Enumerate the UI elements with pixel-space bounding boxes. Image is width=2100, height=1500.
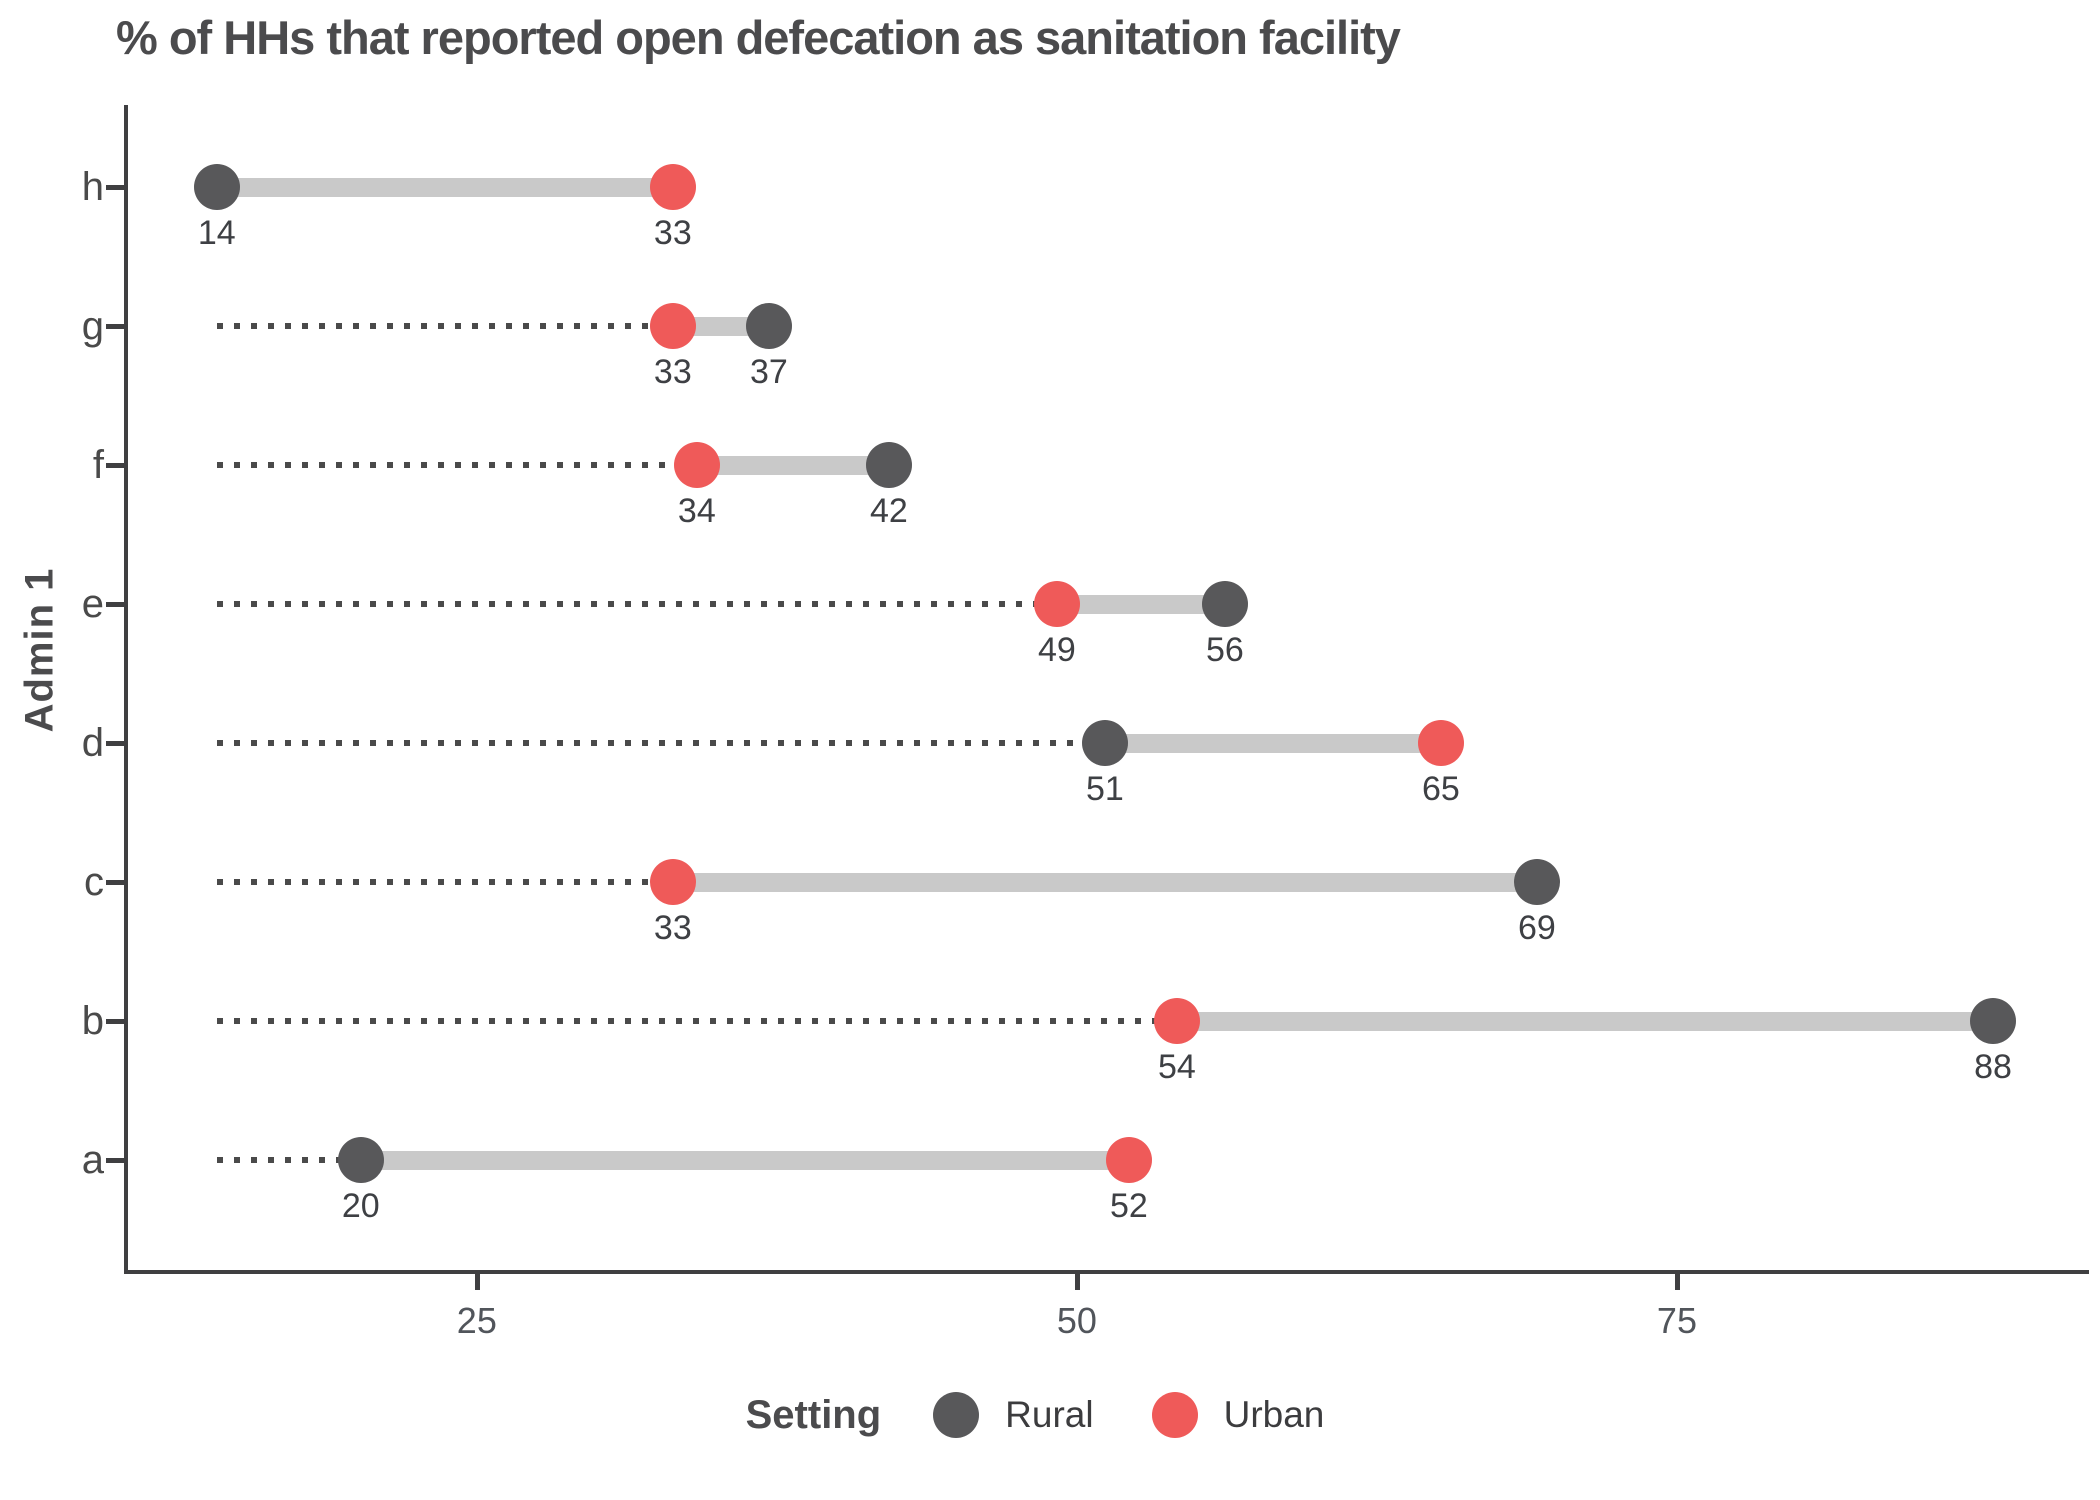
rural-dot <box>865 442 912 488</box>
dumbbell-connector <box>1104 734 1441 753</box>
leader-line <box>216 462 687 468</box>
leader-line <box>216 1157 351 1163</box>
urban-value-label: 33 <box>653 909 692 947</box>
urban-value-label: 33 <box>653 353 692 391</box>
rural-value-label: 37 <box>749 353 788 391</box>
rural-dot <box>193 164 240 210</box>
rural-dot <box>1969 998 2016 1044</box>
rural-value-label: 51 <box>1085 770 1124 808</box>
rural-value-label: 42 <box>869 492 908 530</box>
leader-line <box>216 1018 1167 1024</box>
y-tick-mark <box>106 185 124 190</box>
dumbbell-connector <box>216 178 673 197</box>
urban-value-label: 65 <box>1422 770 1460 808</box>
legend-label-rural: Rural <box>1005 1394 1094 1435</box>
chart-title: % of HHs that reported open defecation a… <box>116 11 1401 64</box>
urban-dot <box>1417 720 1464 766</box>
y-tick-mark <box>106 324 124 329</box>
rural-value-label: 20 <box>341 1187 380 1225</box>
urban-value-label: 54 <box>1157 1048 1196 1086</box>
y-tick-mark <box>106 880 124 885</box>
y-tick-mark <box>106 602 124 607</box>
rural-dot <box>1513 859 1560 905</box>
y-axis-label-c: c <box>84 860 104 904</box>
urban-dot <box>673 442 720 488</box>
legend-item-urban: Urban <box>1151 1392 1325 1438</box>
urban-dot <box>1153 998 1200 1044</box>
urban-dot <box>1105 1137 1152 1183</box>
rural-legend-dot-icon <box>933 1392 980 1438</box>
rural-dot <box>337 1137 384 1183</box>
urban-value-label: 52 <box>1109 1187 1148 1225</box>
dumbbell-connector <box>1176 1012 1993 1031</box>
x-tick-mark <box>1674 1274 1680 1290</box>
y-axis-label-a: a <box>81 1138 104 1182</box>
y-axis-label-h: h <box>81 165 104 209</box>
rural-dot <box>745 303 792 349</box>
x-tick-label: 50 <box>1056 1300 1097 1341</box>
urban-dot <box>1033 581 1080 627</box>
dumbbell-connector <box>672 873 1537 892</box>
dumbbell-connector <box>672 317 769 336</box>
x-tick-mark <box>1074 1274 1080 1290</box>
y-axis-label-f: f <box>92 443 104 487</box>
y-axis-label-g: g <box>81 304 104 348</box>
rural-dot <box>1201 581 1248 627</box>
dumbbell-connector <box>360 1151 1129 1170</box>
rural-dot <box>1081 720 1128 766</box>
y-axis-label-b: b <box>81 999 104 1043</box>
y-axis-label-e: e <box>81 582 104 626</box>
leader-line <box>216 740 1095 746</box>
leader-line <box>216 323 663 329</box>
leader-line <box>216 601 1047 607</box>
x-tick-label: 75 <box>1656 1300 1697 1341</box>
dumbbell-connector <box>696 456 889 475</box>
urban-dot <box>649 164 696 210</box>
legend: Setting Rural Urban <box>0 1392 2100 1438</box>
x-tick-label: 25 <box>456 1300 497 1341</box>
urban-value-label: 34 <box>677 492 716 530</box>
dumbbell-connector <box>1056 595 1225 614</box>
rural-value-label: 14 <box>197 214 236 252</box>
rural-value-label: 88 <box>1974 1048 2012 1086</box>
rural-value-label: 56 <box>1205 631 1244 669</box>
y-tick-mark <box>106 463 124 468</box>
urban-value-label: 33 <box>653 214 692 252</box>
rural-value-label: 69 <box>1518 909 1556 947</box>
y-tick-mark <box>106 1019 124 1024</box>
legend-title: Setting <box>745 1392 882 1437</box>
plot-area: 14 33 33 37 34 42 49 56 51 65 33 69 54 88 20 52 <box>124 105 2089 1274</box>
urban-legend-dot-icon <box>1151 1392 1198 1438</box>
y-tick-mark <box>106 1158 124 1163</box>
y-axis-label-d: d <box>81 721 104 765</box>
leader-line <box>216 879 663 885</box>
x-tick-mark <box>474 1274 480 1290</box>
legend-item-rural: Rural <box>933 1392 1094 1438</box>
urban-value-label: 49 <box>1037 631 1076 669</box>
urban-dot <box>649 303 696 349</box>
legend-label-urban: Urban <box>1223 1394 1325 1435</box>
urban-dot <box>649 859 696 905</box>
y-tick-mark <box>106 741 124 746</box>
